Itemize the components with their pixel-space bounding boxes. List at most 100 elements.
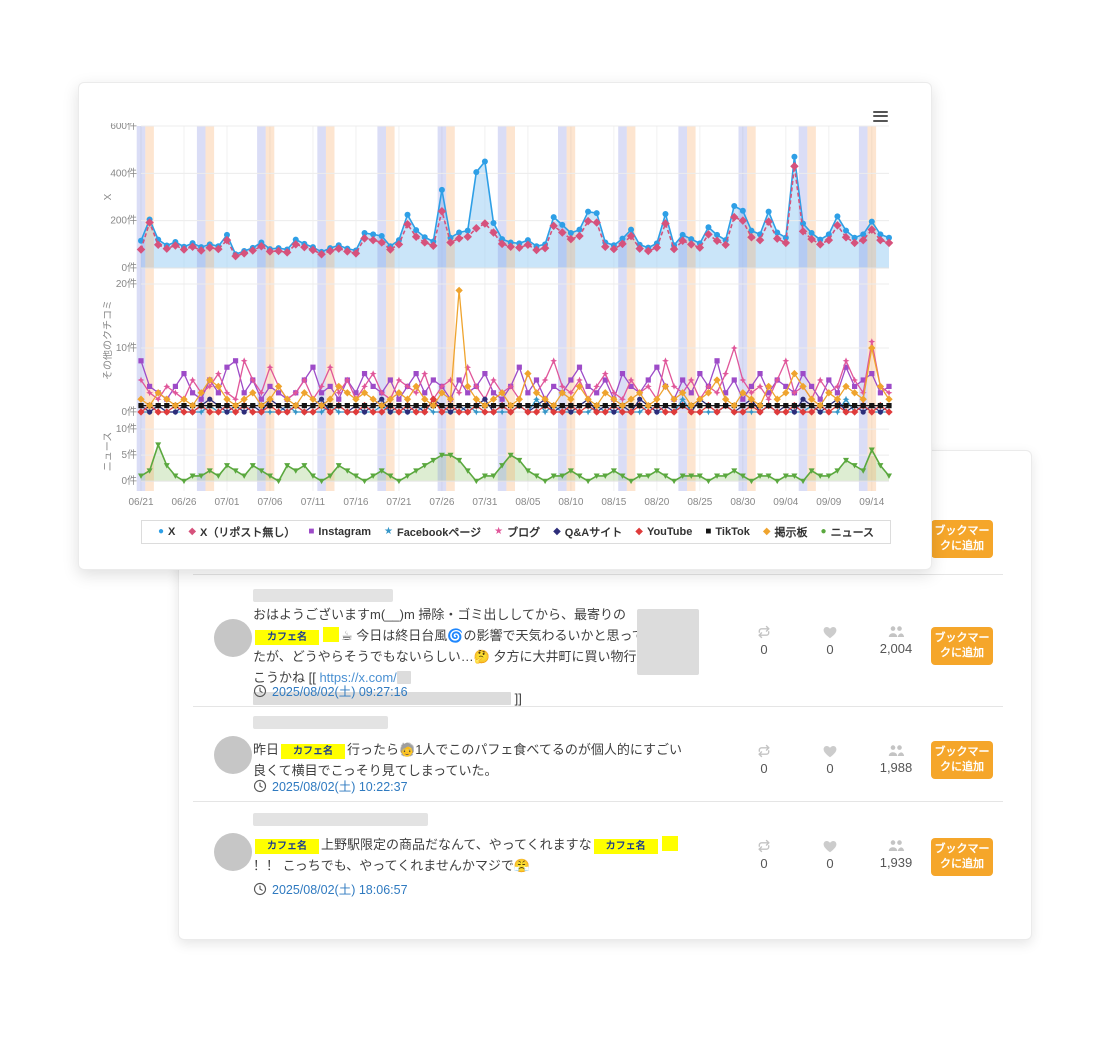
- people-icon: [888, 840, 905, 851]
- saturday-band: [196, 126, 206, 491]
- post-image-thumbnail: [637, 609, 699, 675]
- legend-item-X[interactable]: ● X: [158, 526, 175, 538]
- bookmark-button[interactable]: ブックマークに追加: [931, 741, 993, 779]
- follower-count-value: 2,004: [879, 641, 913, 656]
- legend-item-YouTube[interactable]: ◆ YouTube: [635, 526, 692, 538]
- x-axis-tick-label: 08/15: [601, 497, 626, 508]
- x-axis-tick-label: 08/10: [558, 497, 583, 508]
- x-axis-tick-label: 07/11: [301, 497, 326, 508]
- legend-marker-icon: ★: [384, 526, 393, 537]
- x-axis-tick-label: 07/21: [386, 497, 411, 508]
- x-axis-tick-label: 08/20: [644, 497, 669, 508]
- hamburger-icon: [873, 110, 888, 113]
- post-text: ]]: [511, 691, 522, 707]
- x-axis-tick-label: 09/09: [816, 497, 841, 508]
- saturday-band: [618, 126, 627, 491]
- legend-item-Facebookページ[interactable]: ★ Facebookページ: [384, 524, 481, 540]
- x-axis-tick-label: 07/06: [257, 497, 282, 508]
- post-row: おはようございますm(__)m 掃除・ゴミ出ししてから、最寄りのカフェ名 ☕ 今日…: [179, 589, 1031, 709]
- chart-menu-button[interactable]: [873, 108, 889, 124]
- bookmark-button[interactable]: ブックマークに追加: [931, 627, 993, 665]
- post-stats: 0 0 1,939: [731, 839, 929, 871]
- post-stats: 0 0 2,004: [731, 625, 929, 657]
- redacted-text: [253, 692, 511, 706]
- repost-count: 0: [731, 839, 797, 871]
- legend-label: X（リポスト無し）: [200, 527, 296, 539]
- post-timestamp-link[interactable]: 2025/08/02(土) 10:22:37: [253, 776, 408, 795]
- y-axis-tick-label: 0件: [121, 406, 137, 418]
- legend-marker-icon: ●: [820, 526, 827, 537]
- follower-count: 1,988: [863, 744, 929, 776]
- post-separator: [193, 574, 1003, 575]
- bookmark-button[interactable]: ブックマークに追加: [931, 838, 993, 876]
- legend-label: TikTok: [715, 526, 750, 538]
- legend-item-Instagram[interactable]: ■ Instagram: [308, 526, 371, 538]
- series-line-Instagram: [140, 358, 890, 401]
- x-axis-tick-label: 07/31: [472, 497, 497, 508]
- x-axis-tick-label: 06/26: [171, 497, 196, 508]
- post-timestamp-link[interactable]: 2025/08/02(土) 18:06:57: [253, 879, 408, 898]
- legend-marker-icon: ●: [157, 526, 164, 537]
- legend-item-X（リポスト無し）[interactable]: ◆ X（リポスト無し）: [188, 524, 295, 540]
- avatar: [214, 619, 252, 657]
- saturday-band: [738, 126, 748, 491]
- post-url-link[interactable]: https://x.com/: [319, 670, 397, 686]
- bookmark-button[interactable]: ブックマークに追加: [931, 520, 993, 558]
- y-axis-tick-label: 10件: [116, 423, 137, 435]
- redacted-highlight: [323, 627, 339, 643]
- sunday-band: [265, 126, 275, 491]
- legend-item-ブログ[interactable]: ★ ブログ: [494, 524, 540, 540]
- saturday-band: [257, 126, 266, 491]
- legend-label: Facebookページ: [396, 527, 482, 539]
- sunday-band: [687, 126, 696, 491]
- post-text: 昨日: [253, 742, 280, 757]
- repost-count-value: 0: [760, 761, 768, 776]
- cafe-name-highlight: カフェ名: [255, 839, 319, 854]
- like-count: 0: [797, 744, 863, 776]
- sunday-band: [446, 126, 455, 491]
- y-axis-tick-label: 5件: [121, 449, 137, 461]
- username-redacted: [253, 589, 393, 602]
- saturday-band: [497, 126, 507, 491]
- username-redacted: [253, 716, 388, 729]
- sunday-band: [325, 126, 335, 491]
- repost-icon: [758, 839, 770, 853]
- saturday-band: [377, 126, 386, 491]
- series-line-X: [140, 156, 890, 256]
- sunday-band: [566, 126, 576, 491]
- post-text: 行ったら🧓1人でこのパフェ食べてるのが個人的にすごい良くて横目でこっそり見てしま…: [253, 742, 683, 779]
- x-axis-tick-label: 08/25: [687, 497, 712, 508]
- y-axis-tick-label: 0件: [121, 475, 137, 487]
- like-count: 0: [797, 839, 863, 871]
- follower-count: 1,939: [863, 839, 929, 871]
- legend-item-Q&Aサイト[interactable]: ◆ Q&Aサイト: [553, 524, 622, 540]
- timestamp-text: 2025/08/02(土) 18:06:57: [272, 883, 408, 897]
- legend-item-TikTok[interactable]: ■ TikTok: [705, 526, 749, 538]
- series-line-ブログ: [140, 341, 890, 401]
- timestamp-text: 2025/08/02(土) 09:27:16: [272, 685, 408, 699]
- legend-marker-icon: ★: [494, 526, 504, 537]
- heart-icon: [823, 841, 837, 853]
- legend-item-ニュース[interactable]: ● ニュース: [821, 524, 875, 540]
- x-axis-tick-label: 06/21: [128, 497, 153, 508]
- cafe-name-highlight: カフェ名: [593, 839, 658, 854]
- x-axis-tick-label: 07/26: [429, 497, 454, 508]
- sunday-band: [867, 126, 877, 491]
- legend-marker-icon: ■: [308, 526, 315, 537]
- legend-item-掲示板[interactable]: ◆ 掲示板: [763, 524, 808, 540]
- cafe-name-highlight: カフェ名: [281, 744, 346, 759]
- repost-count: 0: [731, 625, 797, 657]
- series-area-fill: [141, 444, 889, 482]
- post-timestamp-link[interactable]: 2025/08/02(土) 09:27:16: [253, 681, 408, 700]
- chart-legend: ● X ◆ X（リポスト無し） ■ Instagram ★ Facebookページ ★ ブログ ◆ Q…: [141, 520, 891, 544]
- chart-plot-area: 06/21 06/26 07/01 07/06 07/11 07/16 07/21 07/26…: [101, 120, 907, 515]
- y-axis-tick-label: 600件: [110, 123, 137, 132]
- x-axis-tick-label: 09/04: [773, 497, 798, 508]
- saturday-band: [798, 126, 808, 491]
- series-line-ニュース: [140, 442, 890, 483]
- post-body: 昨日 カフェ名 行ったら🧓1人でこのパフェ食べてるのが個人的にすごい良くて横目でこっ…: [253, 739, 685, 781]
- legend-marker-icon: ◆: [635, 526, 643, 537]
- sunday-band: [747, 126, 756, 491]
- saturday-band: [317, 126, 326, 491]
- timestamp-text: 2025/08/02(土) 10:22:37: [272, 780, 408, 794]
